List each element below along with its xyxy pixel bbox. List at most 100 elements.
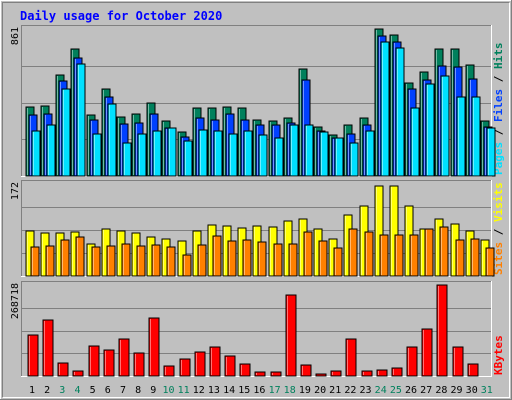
bar-sites-day-1	[30, 246, 40, 277]
panel-visits-sites: 172 Sites / Visits	[10, 180, 505, 277]
bar-sites-day-5	[91, 246, 101, 277]
day-label-15: 15	[238, 385, 250, 396]
day-label-14: 14	[223, 385, 235, 396]
bar-kbytes-day-22	[345, 338, 357, 377]
bar-sites-day-27	[424, 228, 434, 277]
day-label-1: 1	[29, 385, 35, 396]
bar-visits-day-25	[389, 185, 399, 277]
day-label-18: 18	[284, 385, 296, 396]
day-label-25: 25	[390, 385, 402, 396]
legend-separator: /	[492, 222, 505, 242]
bar-sites-day-29	[455, 239, 465, 277]
bar-pages-day-30	[471, 96, 481, 177]
y-max-label: 172	[10, 182, 21, 200]
bar-sites-day-3	[60, 239, 70, 277]
bar-pages-day-15	[243, 130, 253, 177]
legend-separator: /	[492, 69, 505, 89]
legend-files: Files	[492, 89, 505, 122]
bar-sites-day-4	[75, 236, 85, 277]
bar-pages-day-27	[425, 83, 435, 177]
bar-kbytes-day-8	[133, 352, 145, 377]
bar-kbytes-day-21	[330, 370, 342, 377]
bar-pages-day-3	[61, 88, 71, 177]
bar-pages-day-25	[395, 47, 405, 177]
bar-pages-day-22	[349, 142, 359, 177]
bar-pages-day-5	[92, 133, 102, 177]
bar-kbytes-day-26	[406, 346, 418, 377]
bar-kbytes-day-27	[421, 328, 433, 377]
bar-pages-day-9	[152, 130, 162, 177]
bar-kbytes-day-7	[118, 338, 130, 377]
day-label-12: 12	[193, 385, 205, 396]
bar-sites-day-6	[106, 245, 116, 277]
bar-pages-day-13	[213, 130, 223, 177]
bar-sites-day-30	[470, 238, 480, 277]
bar-sites-day-20	[318, 240, 328, 277]
bar-sites-day-10	[166, 246, 176, 277]
bar-kbytes-day-10	[163, 365, 175, 377]
day-label-17: 17	[269, 385, 281, 396]
bar-pages-day-16	[258, 134, 268, 177]
bar-kbytes-day-13	[209, 346, 221, 377]
bar-sites-day-8	[136, 245, 146, 277]
bar-kbytes-day-23	[361, 370, 373, 377]
day-label-28: 28	[435, 385, 447, 396]
bar-kbytes-day-20	[315, 373, 327, 377]
bar-pages-day-29	[456, 96, 466, 177]
bar-pages-day-20	[319, 131, 329, 177]
bar-sites-day-13	[212, 235, 222, 277]
day-label-31: 31	[481, 385, 493, 396]
bar-pages-day-23	[365, 130, 375, 177]
bar-sites-day-14	[227, 240, 237, 277]
series-legend: KBytes	[492, 335, 505, 375]
bar-sites-day-24	[379, 234, 389, 277]
day-label-19: 19	[299, 385, 311, 396]
bar-sites-day-11	[182, 254, 192, 277]
bar-sites-day-7	[121, 243, 131, 277]
bar-pages-day-14	[228, 133, 238, 177]
bar-kbytes-day-25	[391, 367, 403, 377]
legend-kbytes: KBytes	[492, 335, 505, 375]
day-label-3: 3	[59, 385, 65, 396]
bar-pages-day-28	[440, 75, 450, 177]
bar-pages-day-21	[334, 137, 344, 177]
bar-sites-day-25	[394, 234, 404, 277]
day-label-20: 20	[314, 385, 326, 396]
day-label-30: 30	[466, 385, 478, 396]
chart-title: Daily usage for October 2020	[20, 9, 222, 23]
bar-sites-day-17	[273, 243, 283, 277]
day-label-4: 4	[74, 385, 80, 396]
day-label-8: 8	[135, 385, 141, 396]
day-label-21: 21	[329, 385, 341, 396]
bar-kbytes-day-9	[148, 317, 160, 377]
bar-pages-day-1	[31, 130, 41, 177]
y-max-label: 268718	[10, 283, 21, 319]
bar-kbytes-day-5	[88, 345, 100, 377]
bar-sites-day-12	[197, 244, 207, 277]
panel-kbytes: 268718 KBytes	[10, 281, 505, 377]
legend-hits: Hits	[492, 43, 505, 70]
bar-kbytes-day-11	[179, 358, 191, 377]
bar-kbytes-day-6	[103, 349, 115, 377]
bar-kbytes-day-17	[270, 371, 282, 377]
day-label-16: 16	[253, 385, 265, 396]
bar-pages-day-8	[137, 133, 147, 177]
bar-pages-day-18	[289, 124, 299, 177]
bar-sites-day-28	[439, 226, 449, 277]
bar-pages-day-12	[198, 129, 208, 177]
bar-pages-day-19	[304, 124, 314, 177]
bar-kbytes-day-16	[254, 371, 266, 377]
bar-pages-day-17	[274, 137, 284, 177]
legend-sites: Sites	[492, 242, 505, 275]
day-label-13: 13	[208, 385, 220, 396]
bar-pages-day-10	[167, 127, 177, 177]
bar-sites-day-15	[242, 239, 252, 277]
bar-pages-day-24	[380, 41, 390, 177]
day-label-11: 11	[178, 385, 190, 396]
bar-kbytes-day-3	[57, 362, 69, 377]
bar-sites-day-16	[257, 241, 267, 277]
bar-kbytes-day-1	[27, 334, 39, 377]
day-label-7: 7	[120, 385, 126, 396]
